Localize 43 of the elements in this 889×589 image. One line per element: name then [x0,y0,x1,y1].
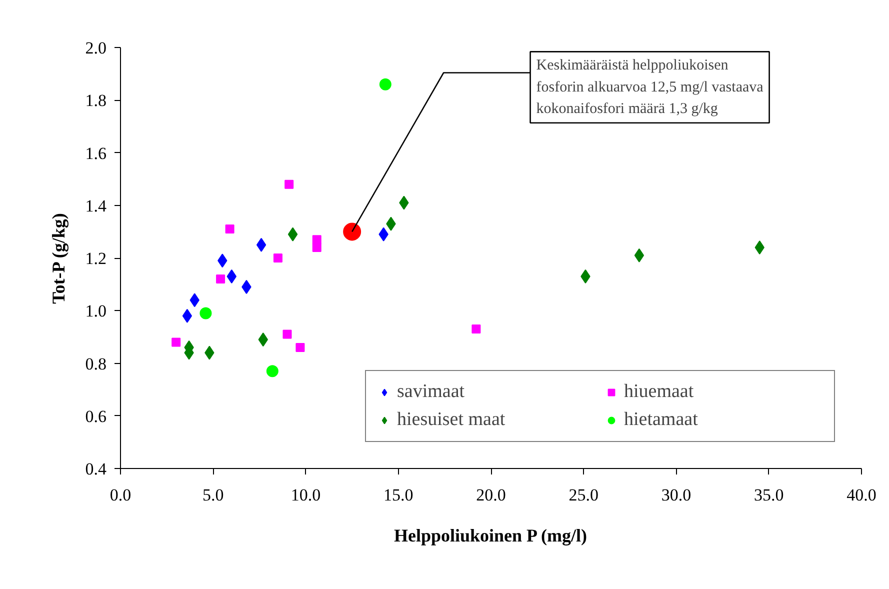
legend-label: hiesuiset maat [397,409,506,431]
point [284,180,294,189]
annotation: Keskimääräistä helppoliukoisen fosforin alkuarvoa 12,5 mg/l vastaava kokonaifosfori määrä 1,3 g/kg [536,58,764,117]
legend-label: savimaat [397,381,466,403]
point [282,330,292,339]
x-tick-label: 25.0 [568,486,598,504]
point [312,235,322,244]
point [266,365,278,378]
y-tick-label: 1.8 [85,91,106,110]
point [472,324,481,334]
point [172,338,181,347]
point [312,242,322,252]
x-axis-title: Helppoliukoinen P (mg/l) [394,526,588,546]
point [379,78,392,90]
y-tick-label: 1.0 [85,302,106,321]
point [225,224,234,234]
legend-label: hiuemaat [624,381,695,403]
y-tick-label: 0.8 [85,354,106,374]
point [273,254,282,262]
point [634,248,644,262]
y-tick-label: 2.0 [85,38,106,58]
x-tick-label: 0.0 [110,486,132,504]
y-tick-label: 1.6 [85,144,106,163]
point [256,238,266,252]
x-tick-label: 5.0 [202,486,224,504]
legend-label: hietamaat [624,409,699,431]
point [296,342,305,352]
x-tick-label: 40.0 [846,486,876,504]
y-tick-label: 1.2 [85,249,106,268]
x-tick-label: 30.0 [661,486,692,504]
y-axis-title: Tot-P (g/kg) [48,213,68,304]
x-tick-label: 20.0 [476,486,506,504]
point [288,227,298,242]
y-tick-label: 0.6 [85,406,106,426]
x-tick-label: 10.0 [290,486,321,504]
y-tick-label: 1.4 [85,196,107,216]
point [182,308,192,323]
point [343,222,362,241]
x-tick-label: 15.0 [384,486,414,504]
point [216,274,226,284]
point [200,307,212,320]
y-tick-label: 0.4 [85,460,107,478]
x-tick-label: 35.0 [754,486,784,504]
